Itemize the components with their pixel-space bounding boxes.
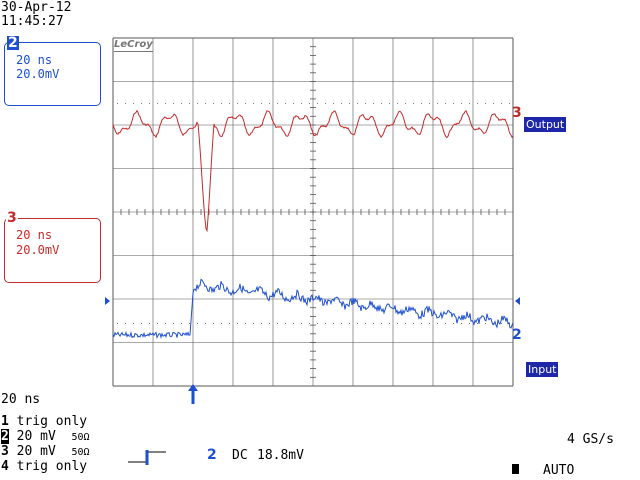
channel2-number: 2 — [7, 35, 19, 51]
channel-row-text: 20 mV — [16, 429, 56, 444]
channel-row-number: 4 — [1, 459, 9, 474]
channel2-timebase: 20 ns — [16, 53, 53, 67]
channel2-volts: 20.0mV — [16, 67, 60, 81]
input-trace-marker: 2 — [512, 327, 522, 343]
acquisition-mode[interactable]: AUTO — [543, 463, 575, 478]
timebase-readout: 20 ns — [1, 392, 41, 407]
channel-row[interactable]: 4 trig only — [1, 460, 90, 475]
trigger-slope-icon — [128, 450, 166, 465]
channel-row-impedance: 50Ω — [71, 432, 90, 443]
input-trace-label[interactable]: Input — [526, 362, 559, 377]
trigger-level: 18.8mV — [257, 448, 304, 463]
channel3-descriptor[interactable]: 20 ns 20.0mV — [4, 218, 101, 283]
output-trace-label[interactable]: Output — [524, 117, 567, 132]
right-level-arrow-icon — [515, 297, 520, 305]
input-trace — [112, 278, 514, 340]
channel-row[interactable]: 3 20 mV 50Ω — [1, 445, 90, 460]
trigger-source: 2 — [207, 447, 217, 463]
channel-row-impedance: 50Ω — [71, 447, 90, 458]
channel3-volts: 20.0mV — [16, 243, 60, 257]
run-state-icon — [512, 464, 519, 474]
trigger-coupling: DC — [232, 448, 248, 463]
time-readout: 11:45:27 — [1, 14, 64, 29]
sample-rate-readout: 4 GS/s — [567, 432, 614, 447]
output-trace — [112, 109, 514, 233]
channel-row-text: trig only — [16, 414, 88, 429]
trigger-position-arrow-icon — [188, 384, 198, 404]
output-trace-marker: 3 — [512, 105, 522, 121]
channel-row-number: 2 — [1, 429, 9, 444]
channel-row[interactable]: 2 20 mV 50Ω — [1, 429, 90, 445]
channel-list: 1 trig only 2 20 mV 50Ω 3 20 mV 50Ω 4 tr… — [1, 415, 90, 475]
channel-row-number: 1 — [1, 414, 9, 429]
left-level-arrow-icon — [105, 297, 110, 305]
lecroy-logo: LeCroy — [114, 39, 153, 52]
channel-row-text: 20 mV — [16, 444, 56, 459]
channel3-timebase: 20 ns — [16, 228, 53, 242]
channel-row[interactable]: 1 trig only — [1, 415, 90, 430]
date-readout: 30-Apr-12 — [1, 0, 72, 15]
channel2-descriptor[interactable]: 20 ns 20.0mV — [4, 42, 101, 106]
channel-row-number: 3 — [1, 444, 9, 459]
channel3-number: 3 — [6, 210, 18, 226]
channel-row-text: trig only — [16, 459, 88, 474]
